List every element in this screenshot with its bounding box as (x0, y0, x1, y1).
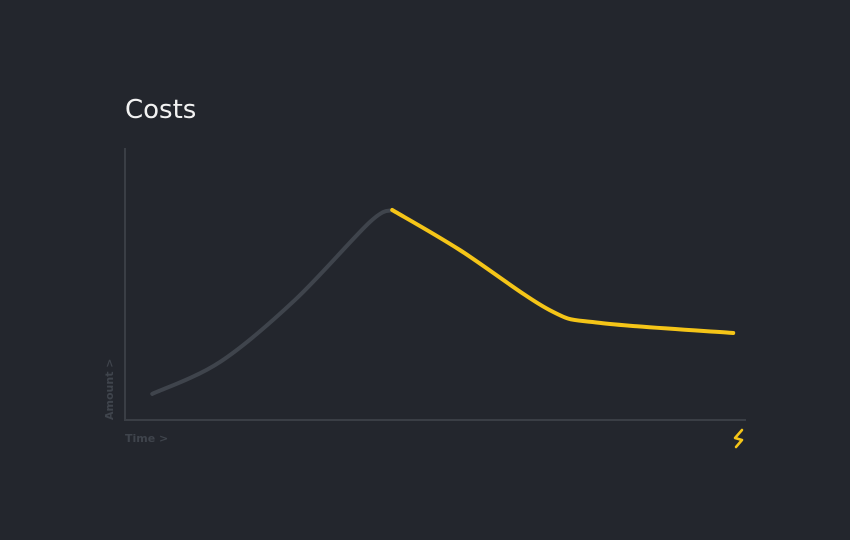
x-axis-label: Time > (125, 432, 168, 445)
chart-title: Costs (125, 95, 196, 125)
logo (733, 428, 744, 449)
line (390, 208, 736, 335)
y-axis-label: Amount > (103, 359, 116, 421)
line (150, 208, 395, 396)
